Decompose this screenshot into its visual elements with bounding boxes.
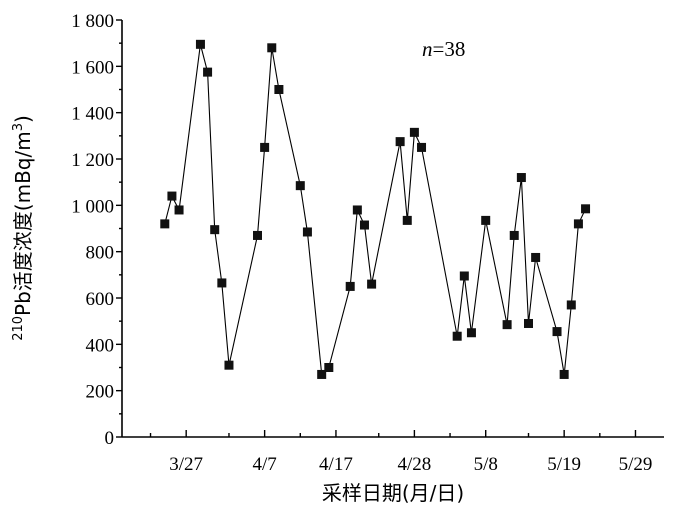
data-point-marker [302, 227, 312, 237]
sample-count-annotation: n=38 [422, 37, 465, 61]
data-point-marker [217, 278, 227, 288]
y-axis-title-superscript: 210 [11, 316, 26, 341]
data-series [160, 39, 591, 379]
y-tick-label: 1 600 [71, 57, 114, 78]
sample-count-value: =38 [433, 37, 466, 61]
x-ticks: 3/27 4/7 4/17 4/28 5/8 5/19 5/29 [149, 430, 653, 475]
x-tick-label: 5/19 [547, 454, 581, 475]
data-point-marker [481, 215, 491, 225]
x-axis-title: 采样日期(月/日) [322, 481, 464, 505]
y-axis-title: 210Pb活度浓度(mBq/m3) [11, 115, 35, 341]
data-point-marker [210, 225, 220, 235]
data-point-marker [524, 318, 533, 328]
data-point-marker [324, 363, 334, 372]
y-tick-label: 1 400 [71, 104, 114, 125]
data-point-marker [174, 205, 184, 215]
data-point-marker [367, 279, 377, 289]
data-point-marker [274, 85, 284, 94]
data-point-marker [167, 191, 177, 201]
data-point-marker [345, 281, 355, 291]
data-point-marker [224, 360, 234, 370]
y-tick-label: 600 [86, 289, 115, 310]
axes [121, 20, 664, 438]
data-point-marker [402, 215, 412, 225]
data-point-marker [195, 39, 205, 49]
x-tick-label: 5/8 [474, 454, 498, 475]
y-tick-label: 200 [86, 382, 115, 403]
data-point-marker [531, 252, 541, 262]
data-point-marker [352, 205, 362, 215]
y-tick-label: 1 000 [71, 196, 114, 217]
data-point-marker [452, 331, 462, 341]
data-point-marker [466, 328, 476, 338]
x-tick-label: 3/27 [169, 454, 203, 475]
y-tick-label: 400 [86, 335, 115, 356]
data-point-marker [253, 230, 262, 240]
data-point-marker [160, 219, 170, 229]
y-axis-title-unit-end: ) [11, 115, 35, 123]
x-tick-label: 4/7 [252, 454, 276, 475]
y-tick-label: 1 800 [71, 11, 114, 32]
data-point-marker [317, 369, 327, 379]
y-axis-title-unit: (mBq/m [11, 131, 35, 211]
data-point-marker [459, 271, 469, 281]
y-tick-label: 0 [105, 428, 115, 449]
y-axis-title-unit-superscript: 3 [11, 123, 26, 131]
data-point-marker [581, 204, 591, 214]
data-point-marker [267, 43, 277, 53]
data-point-marker [260, 142, 270, 152]
series-line [164, 44, 587, 376]
data-point-marker [509, 230, 519, 240]
y-ticks: 0 200 400 600 800 1 000 1 200 1 400 1 600 1 800 [71, 11, 122, 449]
data-point-marker [559, 369, 569, 379]
data-point-marker [359, 220, 369, 230]
data-point-marker [203, 67, 213, 77]
x-tick-label: 5/29 [619, 454, 653, 475]
y-tick-label: 1 200 [71, 150, 114, 171]
y-axis-title-main: Pb活度浓度 [11, 211, 35, 316]
data-point-marker [417, 142, 427, 152]
data-point-marker [395, 137, 405, 147]
data-point-marker [409, 127, 419, 137]
data-point-marker [573, 219, 583, 229]
data-point-marker [502, 320, 512, 330]
data-point-marker [552, 327, 562, 337]
data-point-marker [566, 300, 576, 310]
x-tick-label: 4/17 [319, 454, 353, 475]
y-tick-label: 800 [86, 243, 115, 264]
x-tick-label: 4/28 [398, 454, 432, 475]
data-point-marker [516, 173, 526, 183]
sample-count-symbol: n [422, 37, 433, 61]
data-point-marker [295, 181, 305, 191]
